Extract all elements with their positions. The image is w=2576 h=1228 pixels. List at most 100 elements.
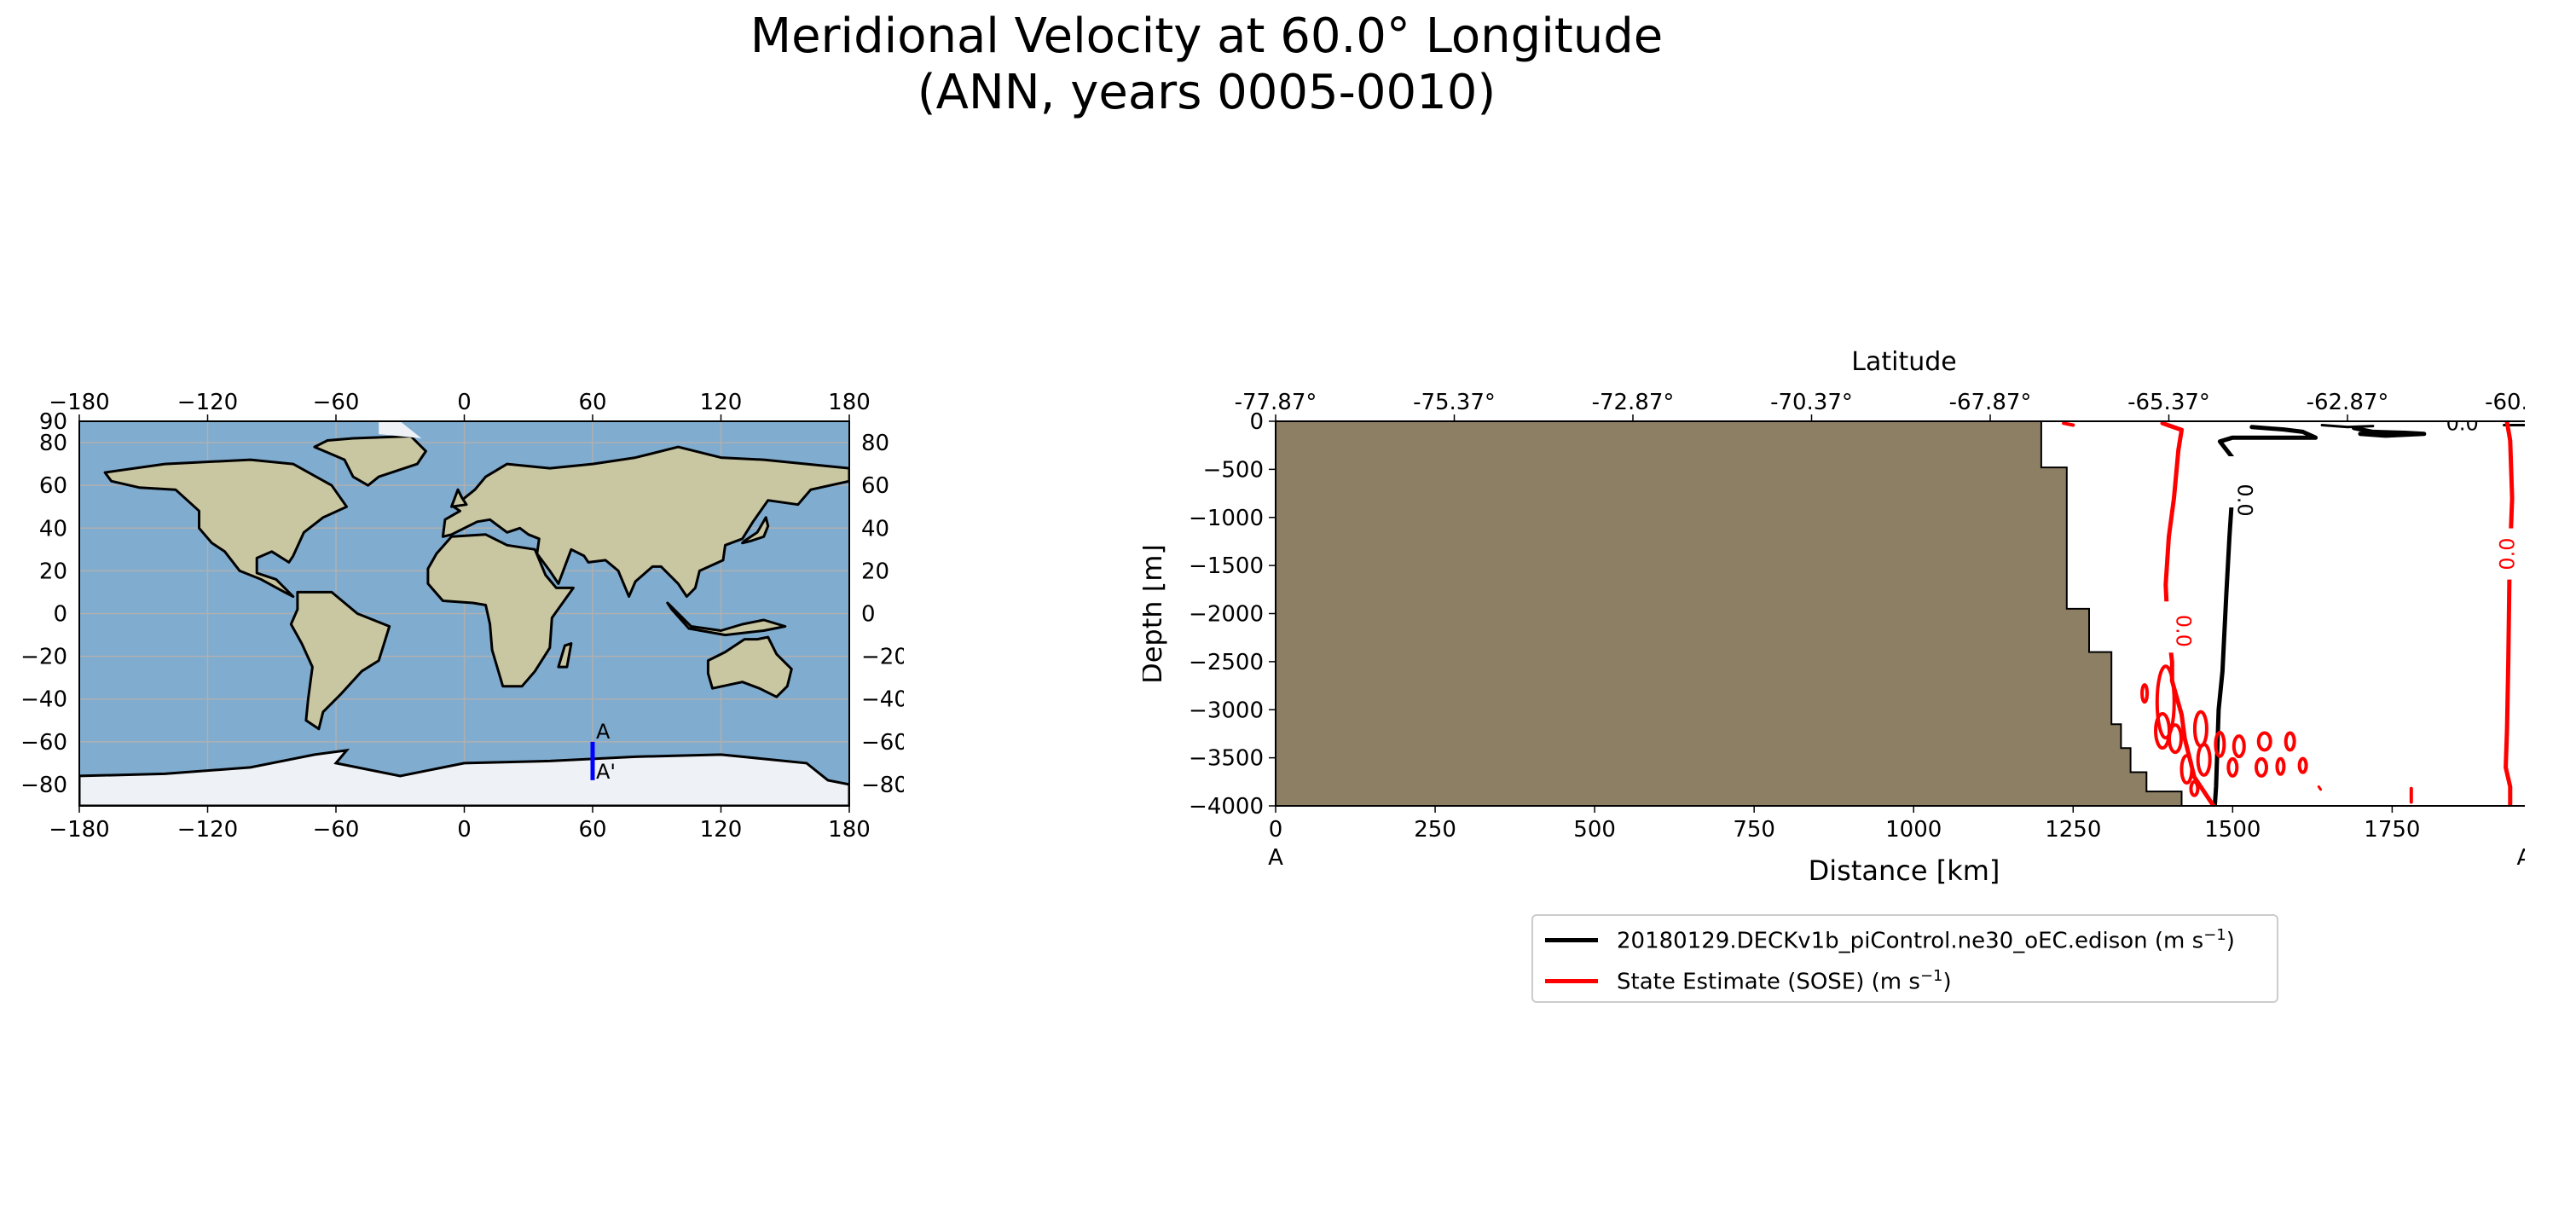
contour-label: 0.0: [2232, 484, 2256, 516]
map-tick-label-left: 80: [39, 431, 67, 456]
map-tick-label-left: −80: [20, 773, 67, 798]
map-landmass: [706, 635, 793, 698]
map-landmass: [441, 445, 849, 598]
y-tick-label: −3500: [1189, 746, 1264, 772]
sose-contour: [2256, 731, 2272, 752]
map-tick-label-right: 60: [861, 473, 889, 499]
map-tick-label-bottom: 60: [578, 817, 606, 843]
map-tick-label-top: 120: [700, 390, 743, 415]
sose-contour: [2140, 683, 2150, 704]
map-landmass: [426, 533, 575, 688]
map-tick-label-left: 0: [53, 602, 67, 628]
x-tick-label: 1000: [1885, 817, 1942, 843]
x-tick-label: 1250: [2045, 817, 2101, 843]
sose-contour: [2297, 756, 2308, 774]
model-contour: [2352, 426, 2427, 438]
map-transect: A A': [590, 720, 616, 784]
map-tick-label-bottom: 180: [828, 817, 871, 843]
sose-contour: [2196, 742, 2212, 777]
top-tick-label: -75.37°: [1413, 390, 1496, 415]
map-tick-label-bottom: −60: [313, 817, 360, 843]
y-tick-label: −500: [1203, 457, 1264, 483]
y-tick-label: −1000: [1189, 506, 1264, 531]
x-tick-label: 750: [1733, 817, 1775, 843]
y-tick-label: −2000: [1189, 602, 1264, 628]
map-tick-label-right: 20: [861, 559, 889, 584]
map-tick-label-top: 60: [578, 390, 606, 415]
sose-contour: [2167, 723, 2183, 755]
top-tick-label: -62.87°: [2307, 390, 2389, 415]
y-tick-label: −3000: [1189, 698, 1264, 723]
transect-plot: 0.00.00.00.0 0 250 500 750 1000 1250 1500 17500…: [1143, 347, 2525, 887]
map-landmass: [557, 642, 573, 669]
sose-contour: [2062, 421, 2075, 427]
transect-start-label: A: [596, 720, 611, 744]
x-tick-label: 1750: [2364, 817, 2420, 843]
map-landmass: [450, 488, 468, 508]
sose-contour: [2284, 731, 2296, 752]
contour-label: 0.0: [2172, 615, 2196, 647]
y-tick-label: −1500: [1189, 553, 1264, 579]
map-landmass: [741, 516, 770, 545]
map-landmasses: [79, 421, 849, 806]
map-landmass: [289, 590, 391, 731]
x-tick-label: 500: [1573, 817, 1616, 843]
map-tick-label-left: 20: [39, 559, 67, 584]
sose-contour: [2214, 730, 2226, 758]
sose-contour: [2232, 734, 2246, 759]
map-tick-label-top: 180: [828, 390, 871, 415]
top-tick-label: -65.37°: [2127, 390, 2210, 415]
sose-contour: [2226, 756, 2239, 778]
map-tick-label-right: −40: [861, 687, 904, 713]
map-tick-label-right: −80: [861, 773, 904, 798]
sose-contour: [2504, 421, 2515, 806]
y-tick-label: −2500: [1189, 650, 1264, 675]
bathymetry-polygon: [1276, 421, 2183, 806]
map-tick-label-right: 0: [861, 602, 876, 628]
top-tick-label: -77.87°: [1235, 390, 1317, 415]
bathymetry-fill: [1276, 421, 2183, 806]
y-tick-label: 0: [1249, 409, 1264, 435]
contour-lines: 0.0 0.0 0.0 0.0: [2062, 412, 2525, 806]
y-axis-label: Depth [m]: [1143, 544, 1168, 684]
transect-end-label: A': [596, 760, 616, 784]
figure-title: Meridional Velocity at 60.0° Longitude (…: [0, 9, 2413, 121]
legend-swatch-sose: [1545, 978, 1598, 983]
top-tick-label: -67.87°: [1949, 390, 2032, 415]
map-tick-label-top: −120: [177, 390, 238, 415]
map-antarctica: [79, 748, 849, 806]
sose-contour: [2317, 785, 2323, 791]
map-tick-label-bottom: 120: [700, 817, 743, 843]
map-tick-label-left: −40: [20, 687, 67, 713]
legend-exp-sose: −1: [1919, 966, 1943, 985]
sose-contour: [2179, 754, 2194, 785]
map-tick-label-left: 60: [39, 473, 67, 499]
map-tick-label-bottom: −180: [49, 817, 109, 843]
map-ticks: −180 −180 −120 −120 −60 −60 0 0 60 60 120 120 180 180…: [20, 390, 904, 843]
map-tick-label-bottom: 0: [457, 817, 472, 843]
contour-label: 0.0: [2495, 538, 2519, 571]
map-landmass: [666, 601, 787, 637]
x-tick-label: 0: [1269, 817, 1283, 843]
y-tick-label: −4000: [1189, 794, 1264, 820]
map-tick-label-right: 80: [861, 431, 889, 456]
map-tick-label-left: 40: [39, 516, 67, 542]
map-arctic-ice: [379, 421, 422, 439]
map-tick-label-right: 40: [861, 516, 889, 542]
legend: 20180129.DECKv1b_piControl.ne30_oEC.edis…: [1531, 914, 2278, 1003]
legend-label-model: 20180129.DECKv1b_piControl.ne30_oEC.edis…: [1617, 928, 2204, 954]
top-axis-label: Latitude: [1851, 347, 1956, 377]
contour-label: 0.0: [2446, 412, 2479, 436]
map-tick-label-left: 90: [39, 409, 67, 435]
legend-swatch-model: [1545, 937, 1598, 942]
legend-item-model: 20180129.DECKv1b_piControl.ne30_oEC.edis…: [1545, 923, 2235, 957]
sose-contour: [2155, 664, 2176, 740]
legend-item-sose: State Estimate (SOSE) (m s−1): [1545, 964, 1952, 998]
transect-ticks: 0 250 500 750 1000 1250 1500 1750 0 −500 −1000 −150…: [1189, 390, 2525, 843]
top-tick-label: -72.87°: [1592, 390, 1675, 415]
map-tick-label-top: −60: [313, 390, 360, 415]
x-tick-label: 1500: [2204, 817, 2261, 843]
sose-contour: [2275, 756, 2286, 776]
map-landmass: [313, 435, 427, 487]
section-start-label: A: [1268, 845, 1283, 871]
